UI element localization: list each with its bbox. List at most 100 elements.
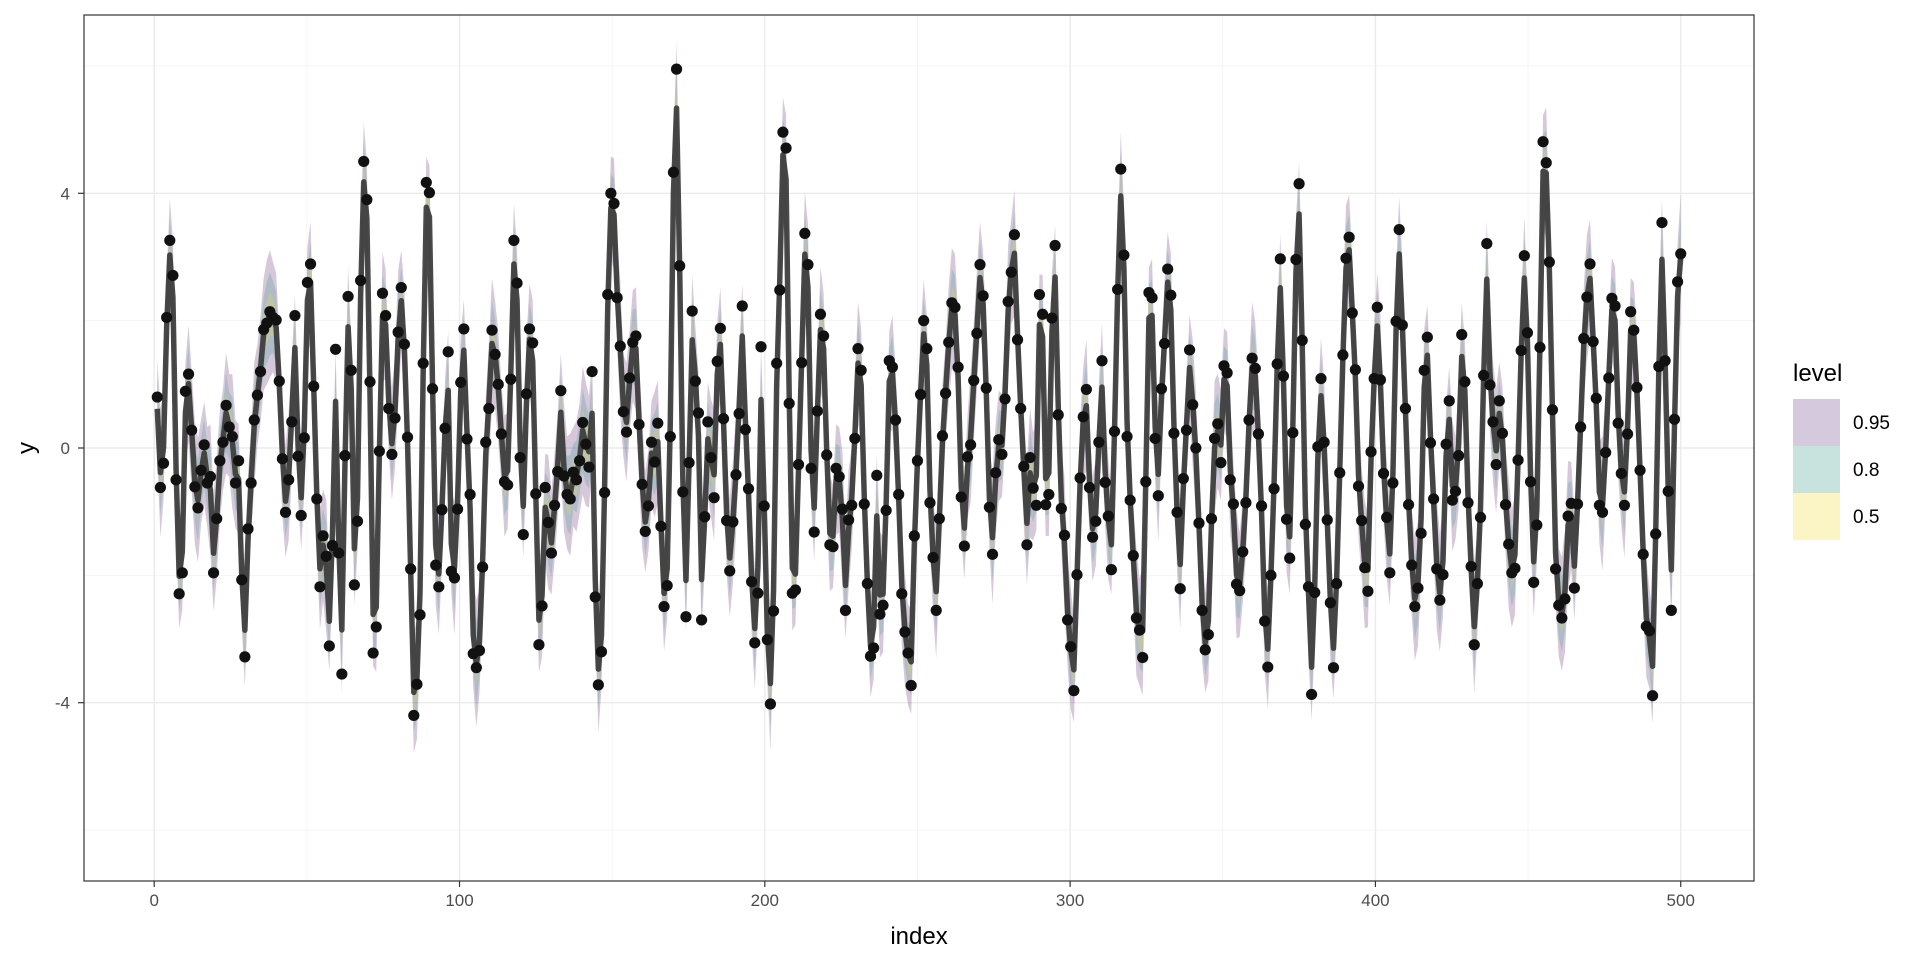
data-point <box>270 314 282 326</box>
data-point <box>301 276 314 289</box>
data-point <box>1299 518 1311 531</box>
data-point <box>670 63 683 75</box>
data-point <box>1296 334 1308 346</box>
data-point <box>361 194 373 206</box>
data-point <box>886 361 899 373</box>
data-point <box>1011 334 1024 346</box>
data-point <box>1108 425 1121 438</box>
data-point <box>727 516 739 528</box>
data-point <box>1515 344 1527 357</box>
data-point <box>548 499 561 511</box>
data-point <box>398 338 410 350</box>
data-point <box>708 492 720 504</box>
data-point <box>470 662 482 674</box>
data-point <box>451 503 464 515</box>
data-point <box>1077 411 1089 423</box>
data-point <box>961 451 974 463</box>
data-point <box>1521 327 1534 339</box>
data-point <box>655 520 667 532</box>
data-point <box>248 414 260 426</box>
data-point <box>161 311 173 324</box>
data-point <box>1127 550 1139 562</box>
data-point <box>1005 266 1017 278</box>
data-point <box>473 644 486 657</box>
data-point <box>1259 615 1271 627</box>
data-point <box>1490 458 1502 471</box>
data-point <box>1459 376 1471 388</box>
data-point <box>733 408 745 420</box>
data-point <box>624 372 636 384</box>
data-point <box>358 155 370 168</box>
data-point <box>1628 324 1640 336</box>
data-point <box>1440 438 1452 450</box>
data-point <box>777 126 789 138</box>
data-point <box>530 488 542 500</box>
data-point <box>527 337 539 349</box>
data-point <box>233 455 245 467</box>
data-point <box>170 474 182 486</box>
data-point <box>198 439 210 451</box>
data-point <box>345 364 357 376</box>
data-point <box>405 563 417 575</box>
data-point <box>430 559 442 571</box>
data-point <box>1393 223 1405 236</box>
data-point <box>1371 301 1383 313</box>
x-tick-label: 100 <box>445 891 473 910</box>
data-point <box>1055 502 1067 515</box>
data-point <box>677 486 689 498</box>
data-point <box>367 647 379 659</box>
data-point <box>448 572 461 584</box>
data-point <box>667 166 680 178</box>
data-point <box>1083 481 1096 494</box>
legend-key-05 <box>1793 493 1840 540</box>
data-point <box>943 336 955 348</box>
data-point <box>905 679 917 692</box>
data-point <box>1499 499 1512 511</box>
data-point <box>1509 562 1521 574</box>
data-point <box>1646 690 1659 702</box>
x-tick-label: 200 <box>751 891 779 910</box>
data-point <box>761 634 773 646</box>
data-point <box>927 551 939 564</box>
data-point <box>364 376 376 388</box>
data-point <box>1118 249 1130 261</box>
data-point <box>1528 576 1540 588</box>
data-point <box>711 355 723 367</box>
data-point <box>1412 582 1424 594</box>
data-point <box>836 503 848 515</box>
data-point <box>1096 355 1108 367</box>
data-point <box>714 322 726 334</box>
data-point <box>758 500 770 512</box>
data-point <box>1443 395 1455 407</box>
data-point <box>308 380 320 392</box>
data-point <box>533 639 545 651</box>
data-point <box>614 340 626 352</box>
data-point <box>1675 248 1687 260</box>
data-point <box>908 530 920 542</box>
data-point <box>1590 392 1602 404</box>
data-point <box>1268 483 1280 495</box>
data-point <box>805 462 817 474</box>
data-point <box>242 523 254 535</box>
data-point <box>1518 250 1530 262</box>
data-point <box>229 477 242 489</box>
data-point <box>1271 358 1283 370</box>
data-point <box>254 365 267 378</box>
data-point <box>1280 513 1293 525</box>
data-point <box>1105 564 1117 576</box>
data-point <box>1093 436 1105 448</box>
data-point <box>1221 367 1233 379</box>
data-point <box>1252 428 1265 440</box>
data-point <box>817 330 830 342</box>
data-point <box>164 234 176 247</box>
data-point <box>702 416 714 428</box>
data-point <box>351 515 364 527</box>
data-point <box>1534 341 1546 353</box>
data-point <box>414 609 426 621</box>
series-line-path <box>154 105 1684 696</box>
data-point <box>939 387 952 399</box>
data-point <box>1140 476 1152 488</box>
data-point <box>176 567 188 579</box>
data-point <box>520 388 533 400</box>
data-point <box>1550 563 1562 575</box>
